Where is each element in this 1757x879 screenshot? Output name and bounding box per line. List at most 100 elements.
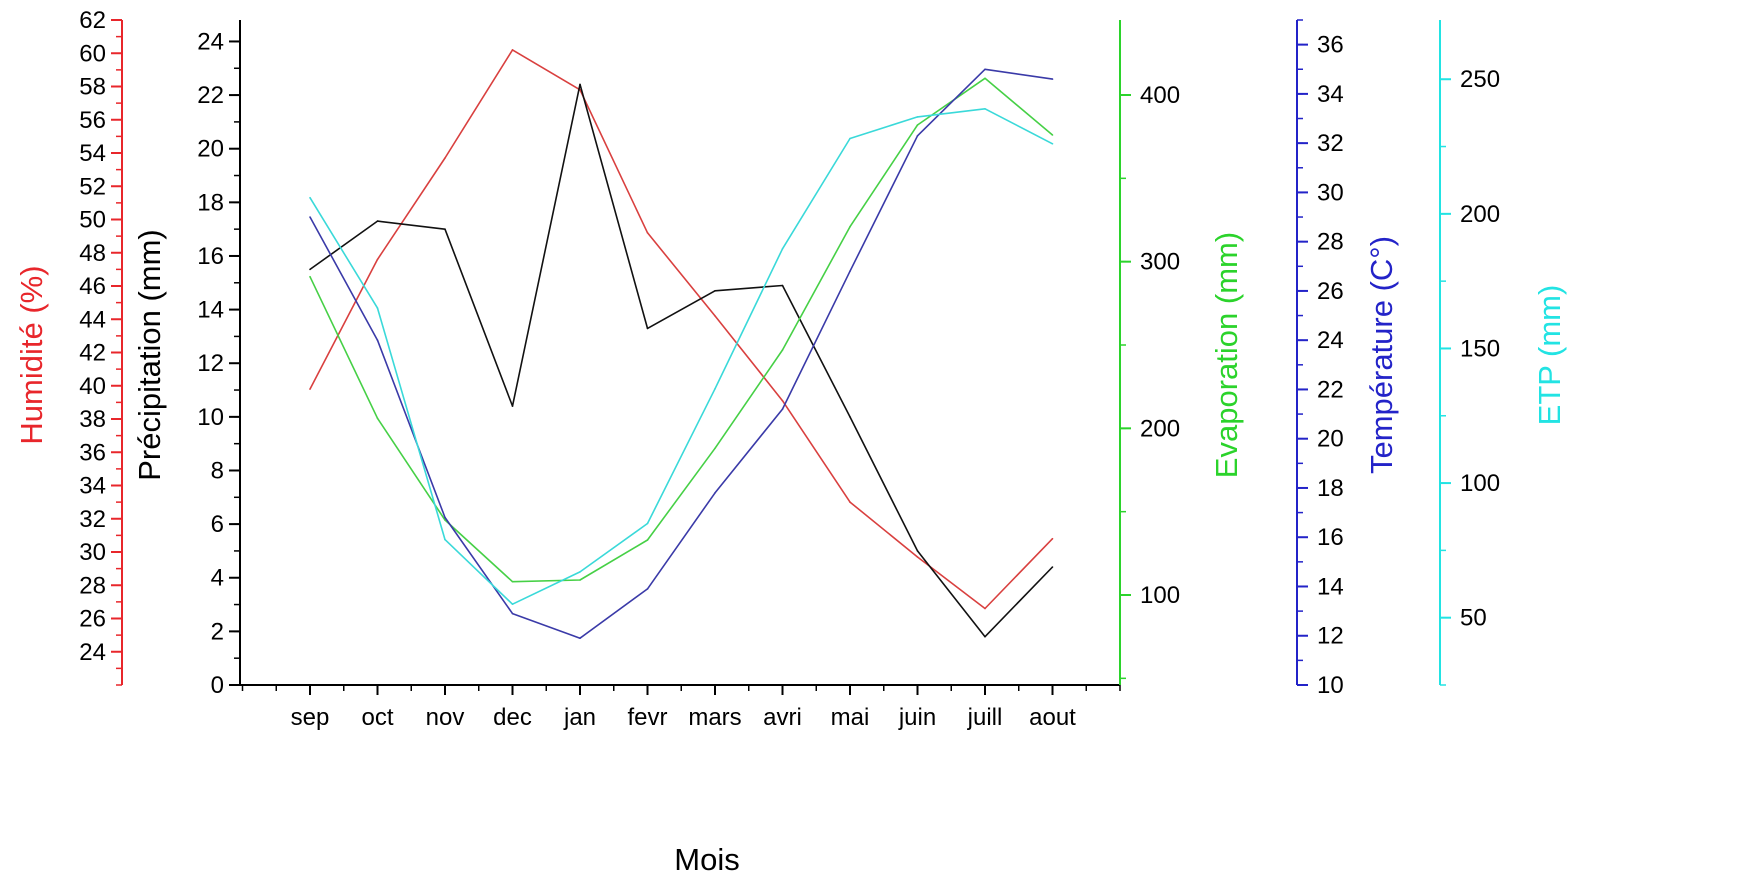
precipitation-tick-label: 20 [197, 136, 224, 163]
x-tick-label: aout [1029, 704, 1076, 731]
humidite-tick-label: 46 [79, 273, 106, 300]
precipitation-axis-title: Précipitation (mm) [132, 229, 167, 481]
etp-data-point [579, 571, 581, 573]
precipitation-tick-label: 4 [211, 565, 224, 592]
evaporation-data-point [579, 579, 581, 581]
etp-series-line [309, 108, 1053, 606]
evaporation-tick-label: 100 [1140, 582, 1180, 609]
humidite-tick-label: 50 [79, 207, 106, 234]
humidite-tick-label: 36 [79, 439, 106, 466]
humidite-data-point [309, 388, 311, 390]
temperature-data-point [579, 637, 581, 639]
x-tick-label: sep [291, 704, 330, 731]
etp-data-point [444, 538, 446, 541]
evaporation-data-point [1051, 134, 1054, 136]
humidite-data-point [916, 556, 919, 558]
precipitation-data-point [579, 83, 581, 86]
precipitation-data-point [916, 550, 919, 552]
x-tick-label: juill [967, 704, 1003, 731]
precipitation-tick-label: 2 [211, 618, 224, 645]
humidite-tick-label: 54 [79, 140, 106, 167]
humidite-axis-title: Humidité (%) [14, 265, 49, 444]
precipitation-data-point [714, 290, 716, 292]
x-tick-label: jan [563, 704, 596, 731]
etp-axis-title: ETP (mm) [1532, 285, 1567, 426]
temperature-data-point [849, 270, 851, 273]
temperature-tick-label: 32 [1317, 130, 1344, 157]
etp-data-point [646, 522, 649, 525]
precipitation-tick-label: 0 [211, 672, 224, 699]
x-axis-title: Mois [674, 842, 739, 877]
humidite-tick-label: 56 [79, 107, 106, 134]
x-tick-label: oct [361, 704, 393, 731]
evaporation-data-point [444, 519, 446, 521]
evaporation-data-point [309, 275, 311, 278]
etp-data-point [849, 137, 851, 140]
precipitation-tick-label: 18 [197, 189, 224, 216]
x-tick-label: mai [831, 704, 870, 731]
etp-tick-label: 200 [1460, 201, 1500, 228]
humidite-tick-label: 48 [79, 240, 106, 267]
humidite-tick-label: 42 [79, 340, 106, 367]
evaporation-tick-label: 300 [1140, 249, 1180, 276]
temperature-data-point [511, 612, 514, 615]
etp-data-point [309, 196, 311, 199]
temperature-tick-label: 36 [1317, 32, 1344, 59]
precipitation-tick-label: 8 [211, 457, 224, 484]
etp-data-point [714, 388, 716, 390]
humidite-series-line [309, 49, 1054, 610]
temperature-data-point [376, 339, 379, 342]
precipitation-data-point [444, 228, 446, 230]
evaporation-data-point [849, 225, 851, 228]
etp-data-point [376, 307, 379, 309]
temperature-tick-label: 14 [1317, 573, 1344, 600]
precipitation-series-line [309, 83, 1054, 638]
series-layer [309, 49, 1054, 640]
temperature-data-point [646, 588, 649, 590]
humidite-data-point [646, 232, 649, 234]
humidite-tick-label: 38 [79, 406, 106, 433]
humidite-tick-label: 40 [79, 373, 106, 400]
temperature-tick-label: 22 [1317, 376, 1344, 403]
etp-tick-label: 150 [1460, 335, 1500, 362]
humidite-data-point [1051, 537, 1054, 540]
x-tick-label: juin [898, 704, 936, 731]
evaporation-series-line [309, 77, 1054, 583]
temperature-tick-label: 18 [1317, 475, 1344, 502]
x-tick-label: dec [493, 704, 532, 731]
precipitation-data-point [646, 327, 649, 330]
evaporation-data-point [984, 77, 986, 80]
evaporation-data-point [511, 580, 514, 583]
temperature-tick-label: 24 [1317, 327, 1344, 354]
humidite-data-point [714, 315, 716, 317]
humidite-data-point [984, 607, 986, 610]
temperature-data-point [916, 135, 919, 137]
humidite-data-point [781, 399, 784, 402]
temperature-data-point [444, 516, 446, 519]
temperature-tick-label: 26 [1317, 278, 1344, 305]
x-tick-label: mars [688, 704, 741, 731]
precipitation-tick-label: 12 [197, 350, 224, 377]
temperature-data-point [1051, 78, 1054, 80]
humidite-tick-label: 44 [79, 306, 106, 333]
humidite-tick-label: 60 [79, 40, 106, 67]
temperature-tick-label: 28 [1317, 229, 1344, 256]
precipitation-data-point [781, 284, 784, 287]
evaporation-data-point [714, 447, 716, 450]
temperature-tick-label: 12 [1317, 623, 1344, 650]
precipitation-tick-label: 22 [197, 82, 224, 109]
temperature-data-point [714, 492, 716, 494]
precipitation-tick-label: 16 [197, 243, 224, 270]
temperature-tick-label: 34 [1317, 81, 1344, 108]
temperature-series-line [309, 68, 1053, 640]
humidite-data-point [511, 49, 514, 51]
humidite-tick-label: 52 [79, 173, 106, 200]
etp-data-point [984, 108, 986, 110]
temperature-data-point [781, 408, 784, 410]
humidite-data-point [849, 501, 851, 503]
evaporation-axis-title: Evaporation (mm) [1209, 232, 1244, 478]
precipitation-tick-label: 14 [197, 297, 224, 324]
humidite-tick-label: 30 [79, 539, 106, 566]
precipitation-tick-label: 6 [211, 511, 224, 538]
evaporation-data-point [376, 417, 379, 420]
